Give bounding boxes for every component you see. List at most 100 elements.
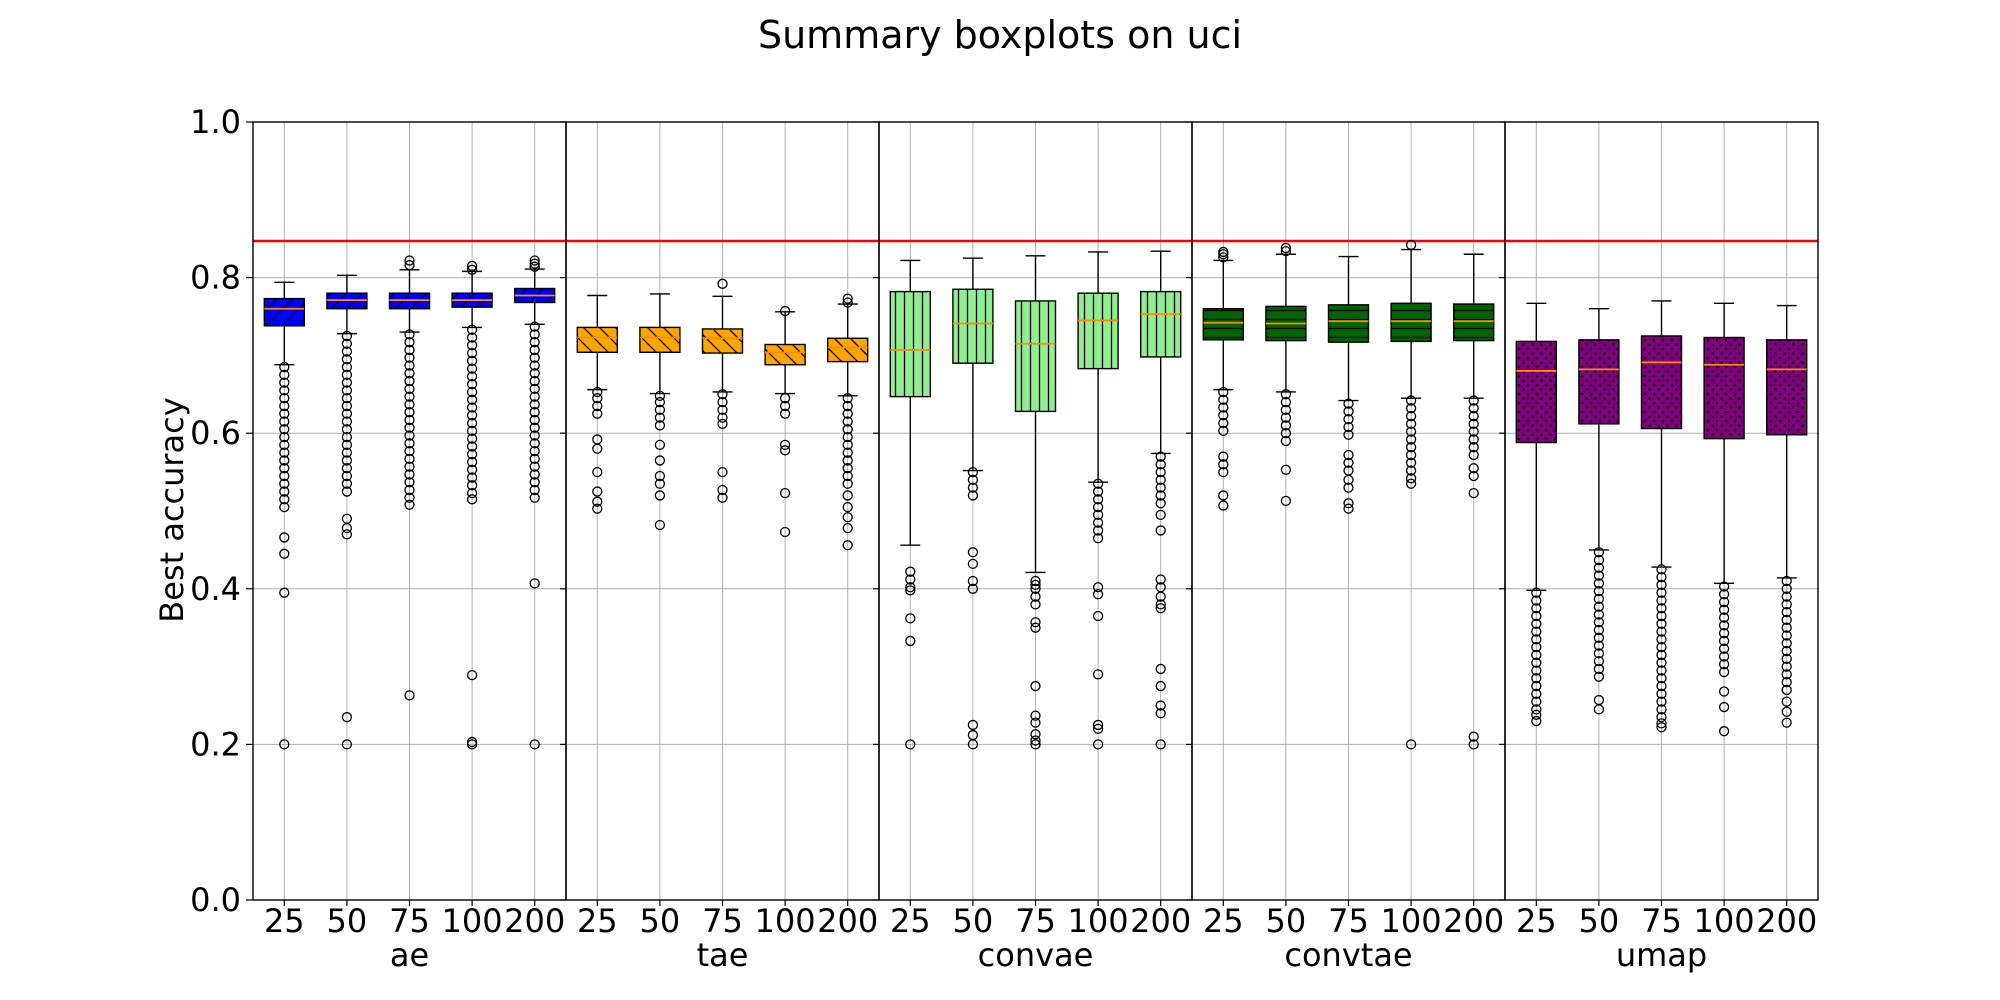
outlier-point (1218, 490, 1229, 501)
box-hatch (827, 338, 868, 362)
outlier-point (1218, 451, 1229, 462)
box-hatch (1328, 304, 1369, 343)
outlier-point (1468, 442, 1479, 453)
outlier-point (1218, 252, 1229, 263)
outlier-point (279, 532, 290, 543)
outlier-point (1656, 718, 1667, 729)
outlier-point (1593, 632, 1605, 643)
outlier-point (466, 425, 478, 437)
outlier-point (1343, 398, 1354, 409)
group-label-tae: tae (697, 936, 749, 974)
outlier-point (905, 574, 916, 585)
outlier-point (529, 407, 540, 418)
outlier-point (654, 412, 666, 423)
outlier-point (279, 494, 290, 505)
outlier-point (1718, 596, 1730, 608)
outlier-point (1531, 634, 1542, 645)
box-umap-25 (1515, 302, 1558, 727)
box-hatch (1453, 304, 1494, 341)
outlier-point (466, 441, 478, 452)
outlier-point (1656, 634, 1667, 645)
outlier-point (1343, 482, 1354, 493)
outlier-point (717, 404, 728, 416)
y-tick-label: 0.4 (190, 570, 241, 608)
outlier-point (1468, 449, 1479, 461)
outlier-point (529, 453, 540, 465)
outlier-point (1531, 626, 1542, 637)
outlier-point (1781, 706, 1792, 717)
outlier-point (717, 396, 728, 408)
outlier-point (1092, 509, 1104, 521)
outlier-point (1593, 704, 1605, 715)
outlier-point (1155, 498, 1166, 509)
outlier-point (717, 484, 728, 496)
outlier-point (1718, 686, 1730, 697)
box-ae-50 (326, 274, 368, 750)
outlier-point (967, 575, 979, 587)
outlier-point (1593, 601, 1605, 612)
outlier-point (1405, 395, 1417, 406)
outlier-point (1718, 635, 1730, 647)
outlier-point (779, 439, 791, 451)
panel-frame (1504, 121, 1819, 901)
outlier-point (1092, 582, 1104, 593)
outlier-point (1468, 487, 1479, 499)
box-tae-100 (764, 305, 806, 538)
outlier-point (1531, 618, 1542, 629)
outlier-point (592, 496, 603, 507)
outlier-point (466, 402, 478, 413)
outlier-point (1092, 669, 1104, 680)
outlier-point (1781, 622, 1792, 633)
outlier-point (654, 470, 666, 482)
outlier-point (1405, 426, 1417, 437)
outlier-point (1656, 680, 1667, 692)
outlier-point (1531, 696, 1542, 707)
outlier-point (529, 255, 540, 266)
outlier-point (1593, 585, 1605, 597)
outlier-point (466, 739, 478, 750)
outlier-point (1030, 579, 1041, 591)
outlier-point (1656, 618, 1667, 629)
outlier-point (1280, 464, 1292, 475)
outlier-point (1092, 501, 1104, 513)
outlier-point (1280, 242, 1292, 254)
box-hatch (1578, 339, 1619, 424)
outlier-point (1343, 474, 1354, 486)
outlier-point (404, 438, 415, 449)
outlier-point (1656, 657, 1667, 668)
box-tae-25 (576, 294, 618, 514)
x-tick-label: 75 (702, 902, 743, 940)
outlier-point (1656, 579, 1667, 591)
outlier-point (1343, 498, 1354, 509)
outlier-point (1656, 626, 1667, 637)
outlier-point (1468, 426, 1479, 437)
outlier-point (1593, 640, 1605, 651)
box-convtae-50 (1265, 242, 1307, 507)
outlier-point (1030, 729, 1041, 740)
outlier-point (1092, 486, 1104, 497)
outlier-point (341, 346, 353, 357)
outlier-point (1468, 463, 1479, 474)
outlier-point (1781, 591, 1792, 602)
outlier-point (1531, 642, 1542, 653)
outlier-point (717, 278, 728, 289)
outlier-point (842, 297, 853, 308)
outlier-point (1155, 482, 1166, 493)
outlier-point (1656, 564, 1667, 575)
group-tae: 25 50 75 100 200 tae (560, 121, 880, 974)
outlier-point (341, 486, 353, 497)
outlier-point (1781, 614, 1792, 626)
outlier-point (1781, 677, 1792, 688)
box-umap-200 (1765, 304, 1808, 728)
outlier-point (1092, 533, 1104, 544)
outlier-point (967, 466, 979, 478)
outlier-point (341, 330, 353, 342)
outlier-point (1092, 517, 1104, 528)
y-tick-label: 0.0 (190, 881, 241, 919)
outlier-point (341, 431, 353, 443)
outlier-point (404, 492, 415, 503)
outlier-point (1531, 709, 1542, 720)
outlier-point (1092, 723, 1104, 734)
outlier-point (404, 360, 415, 371)
outlier-point (1781, 717, 1792, 728)
